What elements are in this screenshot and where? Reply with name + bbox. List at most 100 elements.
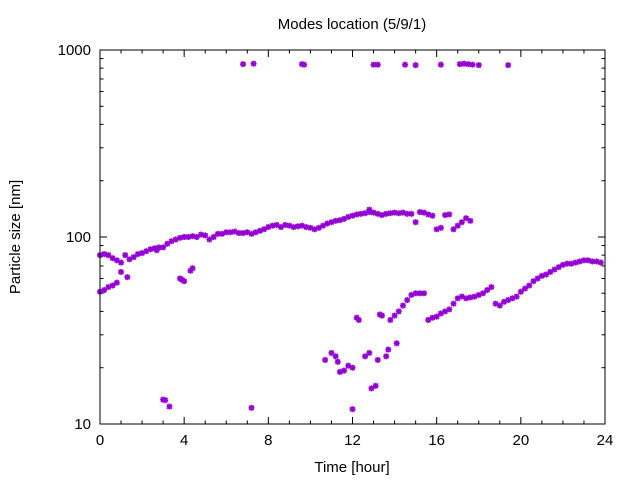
data-point	[446, 211, 453, 218]
data-point	[461, 60, 468, 67]
data-point	[124, 274, 131, 281]
data-point	[193, 234, 200, 240]
data-point	[248, 404, 255, 411]
data-point	[429, 212, 436, 219]
data-point	[147, 246, 154, 253]
data-point	[341, 367, 348, 374]
data-point	[202, 232, 209, 239]
data-point	[496, 302, 503, 309]
data-point	[395, 308, 402, 315]
data-point	[404, 297, 411, 304]
data-point	[400, 302, 406, 309]
data-point	[421, 290, 428, 297]
data-point	[332, 217, 339, 224]
x-tick-label: 4	[180, 432, 188, 449]
chart-title: Modes location (5/9/1)	[278, 16, 426, 33]
data-point	[416, 290, 423, 297]
data-point	[547, 268, 554, 275]
data-point	[109, 282, 116, 289]
data-point	[383, 210, 390, 217]
y-tick-label: 100	[66, 229, 91, 246]
data-point	[412, 219, 419, 226]
data-point	[166, 403, 173, 410]
data-point	[484, 287, 491, 294]
data-point	[374, 356, 381, 363]
data-point	[543, 271, 550, 278]
data-point	[101, 287, 108, 294]
data-point	[366, 349, 373, 356]
data-point	[355, 316, 362, 323]
data-point	[122, 252, 129, 259]
data-point	[349, 406, 356, 413]
data-point	[467, 217, 474, 224]
data-point	[250, 60, 257, 67]
data-point	[597, 259, 604, 266]
x-tick-label: 16	[428, 432, 445, 449]
data-point	[153, 247, 160, 254]
data-point	[387, 316, 394, 323]
data-point	[322, 356, 329, 363]
data-point	[366, 206, 373, 213]
data-point	[328, 349, 335, 356]
data-point	[404, 210, 411, 217]
data-point	[139, 250, 146, 257]
data-point	[160, 244, 167, 251]
data-point	[393, 340, 400, 347]
x-tick-label: 20	[512, 432, 529, 449]
data-point	[513, 293, 520, 300]
plot-frame	[99, 49, 606, 425]
x-tick-label: 8	[264, 432, 272, 449]
x-axis-label: Time [hour]	[314, 459, 389, 476]
data-point	[349, 364, 356, 371]
data-point	[164, 240, 171, 247]
data-point	[362, 353, 369, 360]
data-point	[206, 236, 213, 243]
x-tick-label: 24	[597, 432, 614, 449]
data-point	[433, 313, 440, 320]
data-point	[301, 61, 308, 68]
y-axis-label: Particle size [nm]	[7, 180, 24, 294]
data-point	[332, 353, 339, 360]
data-point	[101, 251, 108, 258]
data-point	[475, 62, 482, 69]
data-point	[240, 61, 247, 68]
data-point	[130, 254, 137, 261]
data-point	[374, 61, 381, 68]
data-point	[118, 268, 125, 275]
data-point	[385, 346, 392, 353]
x-tick-label: 0	[96, 432, 104, 449]
data-point	[372, 382, 379, 389]
data-point	[488, 284, 495, 291]
data-point	[551, 266, 558, 273]
data-point	[162, 397, 169, 404]
data-point	[334, 358, 341, 365]
data-point	[412, 62, 419, 69]
data-point	[437, 61, 444, 68]
data-point	[454, 222, 461, 229]
data-point	[408, 210, 415, 217]
data-point	[181, 278, 188, 285]
data-point	[378, 312, 385, 319]
data-point	[450, 300, 457, 307]
data-point	[458, 219, 465, 226]
data-point	[555, 264, 562, 271]
data-points	[97, 60, 604, 413]
data-point	[450, 226, 457, 233]
y-tick-label: 1000	[58, 42, 91, 59]
data-point	[534, 275, 541, 282]
data-point	[223, 229, 230, 236]
data-point	[437, 224, 444, 231]
data-point	[383, 353, 390, 360]
data-point	[446, 306, 453, 313]
data-point	[189, 233, 196, 240]
data-point	[526, 282, 533, 289]
data-point	[402, 61, 409, 68]
axis-ticks: 0 4 8 12 16 20 24 10 100 1000	[58, 42, 614, 449]
data-point	[391, 312, 398, 319]
data-point	[113, 279, 120, 286]
data-point	[189, 265, 196, 272]
data-point	[580, 257, 587, 264]
data-point	[530, 278, 537, 285]
data-point	[469, 61, 476, 68]
